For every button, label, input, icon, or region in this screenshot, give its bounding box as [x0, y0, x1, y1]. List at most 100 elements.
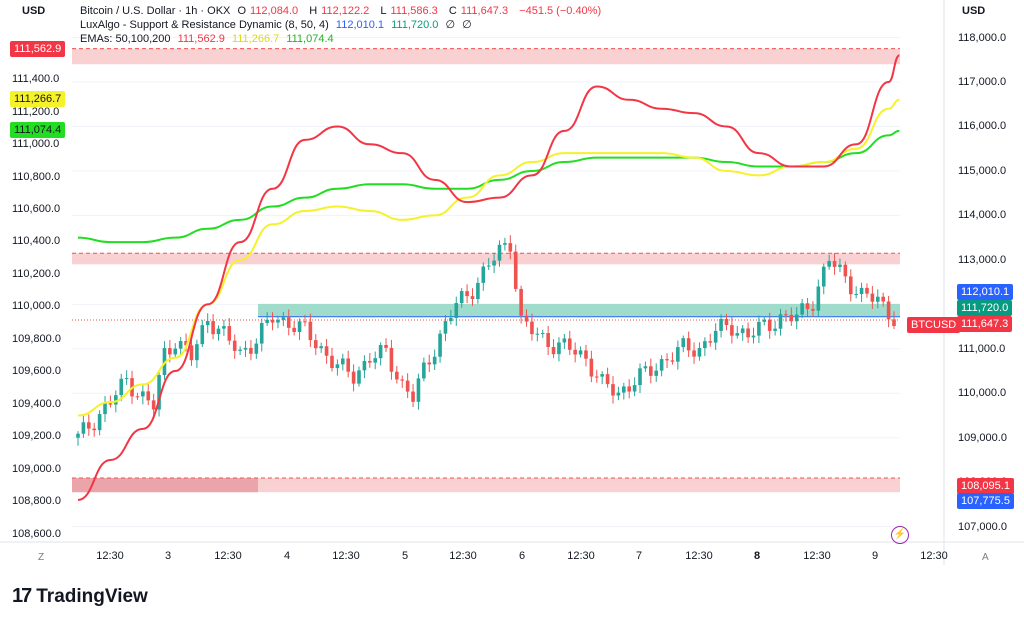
candle-body	[638, 368, 642, 386]
chart-title-line: Bitcoin / U.S. Dollar · 1h · OKX O 112,08…	[80, 4, 605, 18]
time-axis-label: 12:30	[332, 550, 360, 562]
tradingview-brand: TradingView	[36, 585, 148, 607]
candle-body	[184, 341, 188, 346]
candle-body	[800, 303, 804, 315]
last-price-tag: 111,647.3	[957, 316, 1013, 332]
candle-body	[632, 385, 637, 392]
candle-body	[276, 319, 280, 323]
right-axis-tick: 116,000.0	[958, 120, 1007, 133]
time-axis-label: 7	[635, 550, 643, 562]
candle-body	[686, 338, 691, 351]
candle-body	[313, 340, 318, 349]
candle-body	[665, 359, 669, 361]
left-axis-tick: 109,600.0	[12, 365, 61, 378]
candle-body	[205, 321, 210, 326]
candle-body	[567, 338, 572, 350]
candle-body	[162, 348, 167, 375]
candle-body	[389, 347, 394, 372]
candle-body	[216, 328, 221, 335]
time-axis-label: 9	[871, 550, 879, 562]
resistance-level-tag: 112,010.1	[957, 284, 1014, 300]
candle-body	[670, 360, 675, 362]
candle-body	[562, 338, 567, 343]
candle-body	[340, 358, 345, 365]
right-axis-tick: 111,000.0	[958, 342, 1006, 355]
candle-body	[497, 244, 502, 261]
candle-body	[870, 293, 875, 302]
right-axis-tick: 107,000.0	[958, 520, 1007, 533]
candle-body	[573, 349, 577, 355]
candle-body	[643, 366, 648, 369]
candle-body	[881, 296, 885, 302]
right-axis-tick: 109,000.0	[958, 431, 1007, 444]
candle-body	[319, 346, 323, 349]
candle-body	[178, 341, 183, 349]
candle-body	[168, 348, 172, 355]
time-axis-label: 12:30	[214, 550, 242, 562]
time-axis-label: 4	[283, 550, 291, 562]
indicator-luxalgo-line[interactable]: LuxAlgo - Support & Resistance Dynamic (…	[80, 18, 476, 32]
candle-body	[859, 287, 864, 295]
candle-body	[346, 358, 350, 372]
ema200-line	[77, 129, 900, 244]
candle-body	[508, 243, 513, 252]
candle-body	[81, 422, 86, 434]
candle-body	[308, 321, 313, 341]
candle-body	[740, 328, 745, 334]
time-axis-label: 3	[164, 550, 172, 562]
candle-body	[627, 386, 632, 392]
candle-body	[249, 347, 253, 354]
left-axis-currency[interactable]: USD	[22, 5, 46, 17]
candle-body	[584, 350, 588, 359]
candle-body	[200, 325, 205, 345]
candle-body	[454, 303, 459, 318]
chart-grid	[72, 37, 900, 528]
tradingview-logo-icon: 17	[12, 585, 32, 607]
zoom-button[interactable]: Z	[38, 552, 45, 563]
candle-body	[681, 338, 686, 348]
candle-body	[773, 328, 777, 331]
candle-body	[330, 355, 334, 369]
indicator-ema-line[interactable]: EMAs: 50,100,200 111,562.9 111,266.7 111…	[80, 32, 338, 46]
candle-body	[854, 294, 858, 296]
candle-body	[757, 321, 761, 336]
candle-body	[270, 319, 275, 323]
candle-body	[611, 384, 615, 396]
candle-body	[719, 318, 723, 331]
lightning-icon[interactable]: ⚡	[891, 526, 909, 544]
auto-scale-button[interactable]: A	[982, 552, 989, 563]
candle-body	[395, 371, 399, 380]
left-axis-tick: 109,200.0	[12, 430, 61, 443]
tradingview-logo[interactable]: 17 TradingView	[12, 585, 148, 608]
candle-body	[173, 348, 178, 355]
ohlc-low: L 111,586.3	[380, 5, 438, 17]
candle-body	[821, 266, 826, 287]
candle-body	[724, 318, 729, 326]
left-axis-tick: 108,800.0	[12, 495, 61, 508]
candle-body	[427, 362, 432, 365]
right-axis-tick: 115,000.0	[958, 164, 1007, 177]
candle-body	[578, 350, 583, 355]
candle-body	[778, 314, 783, 329]
candle-body	[789, 314, 794, 322]
candles	[76, 235, 896, 446]
pivot-level-tag: 111,720.0	[957, 300, 1013, 316]
ema100-value: 111,266.7	[231, 33, 280, 45]
candle-body	[157, 374, 161, 410]
left-axis-tick: 109,000.0	[12, 462, 61, 475]
candle-body	[297, 321, 302, 332]
candle-body	[524, 315, 529, 322]
candle-body	[557, 342, 561, 355]
candle-body	[708, 341, 713, 343]
symbol-title[interactable]: Bitcoin / U.S. Dollar · 1h · OKX	[80, 5, 231, 17]
candle-body	[827, 260, 831, 267]
right-axis-currency[interactable]: USD	[962, 5, 986, 17]
luxalgo-value-4: ∅	[462, 19, 472, 31]
ema-name: EMAs: 50,100,200	[80, 33, 171, 45]
ema50-tag: 111,562.9	[10, 41, 66, 57]
ema-lines	[77, 54, 900, 501]
candle-body	[449, 317, 453, 322]
time-axis-label: 12:30	[685, 550, 713, 562]
time-axis-label: 12:30	[567, 550, 595, 562]
